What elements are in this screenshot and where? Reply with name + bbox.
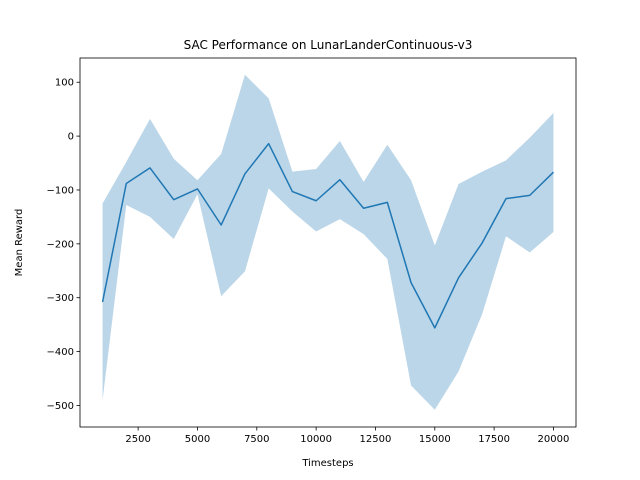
x-tick-label: 12500 [360, 434, 392, 445]
confidence-band [102, 74, 554, 410]
x-tick-label: 2500 [125, 434, 150, 445]
mean-reward-line [101, 142, 554, 329]
chart-title: SAC Performance on LunarLanderContinuous… [184, 38, 473, 52]
x-tick-label: 20000 [538, 434, 570, 445]
y-axis-ticks: 100 0 −100 −200 −300 −400 −500 [47, 78, 80, 412]
x-tick-label: 5000 [185, 434, 210, 445]
plot-frame [79, 57, 577, 428]
mean-line-layer [101, 142, 554, 329]
y-axis-label: Mean Reward [14, 209, 25, 277]
axes-layer [79, 57, 577, 428]
x-tick-label: 10000 [300, 434, 332, 445]
x-tick-label: 7500 [244, 434, 269, 445]
x-tick-label: 15000 [419, 434, 451, 445]
x-axis-label: Timesteps [301, 458, 353, 469]
x-axis-ticks: 2500 5000 7500 10000 12500 15000 17500 20000 [125, 427, 569, 445]
x-tick-label: 17500 [478, 434, 510, 445]
y-tick-label: −500 [47, 401, 74, 412]
y-tick-label: 0 [68, 132, 74, 143]
y-tick-label: −400 [47, 347, 74, 358]
y-tick-label: −100 [47, 185, 74, 196]
y-tick-label: −300 [47, 293, 74, 304]
y-tick-label: 100 [55, 78, 74, 89]
confidence-band-layer [102, 74, 554, 410]
y-tick-label: −200 [47, 239, 74, 250]
